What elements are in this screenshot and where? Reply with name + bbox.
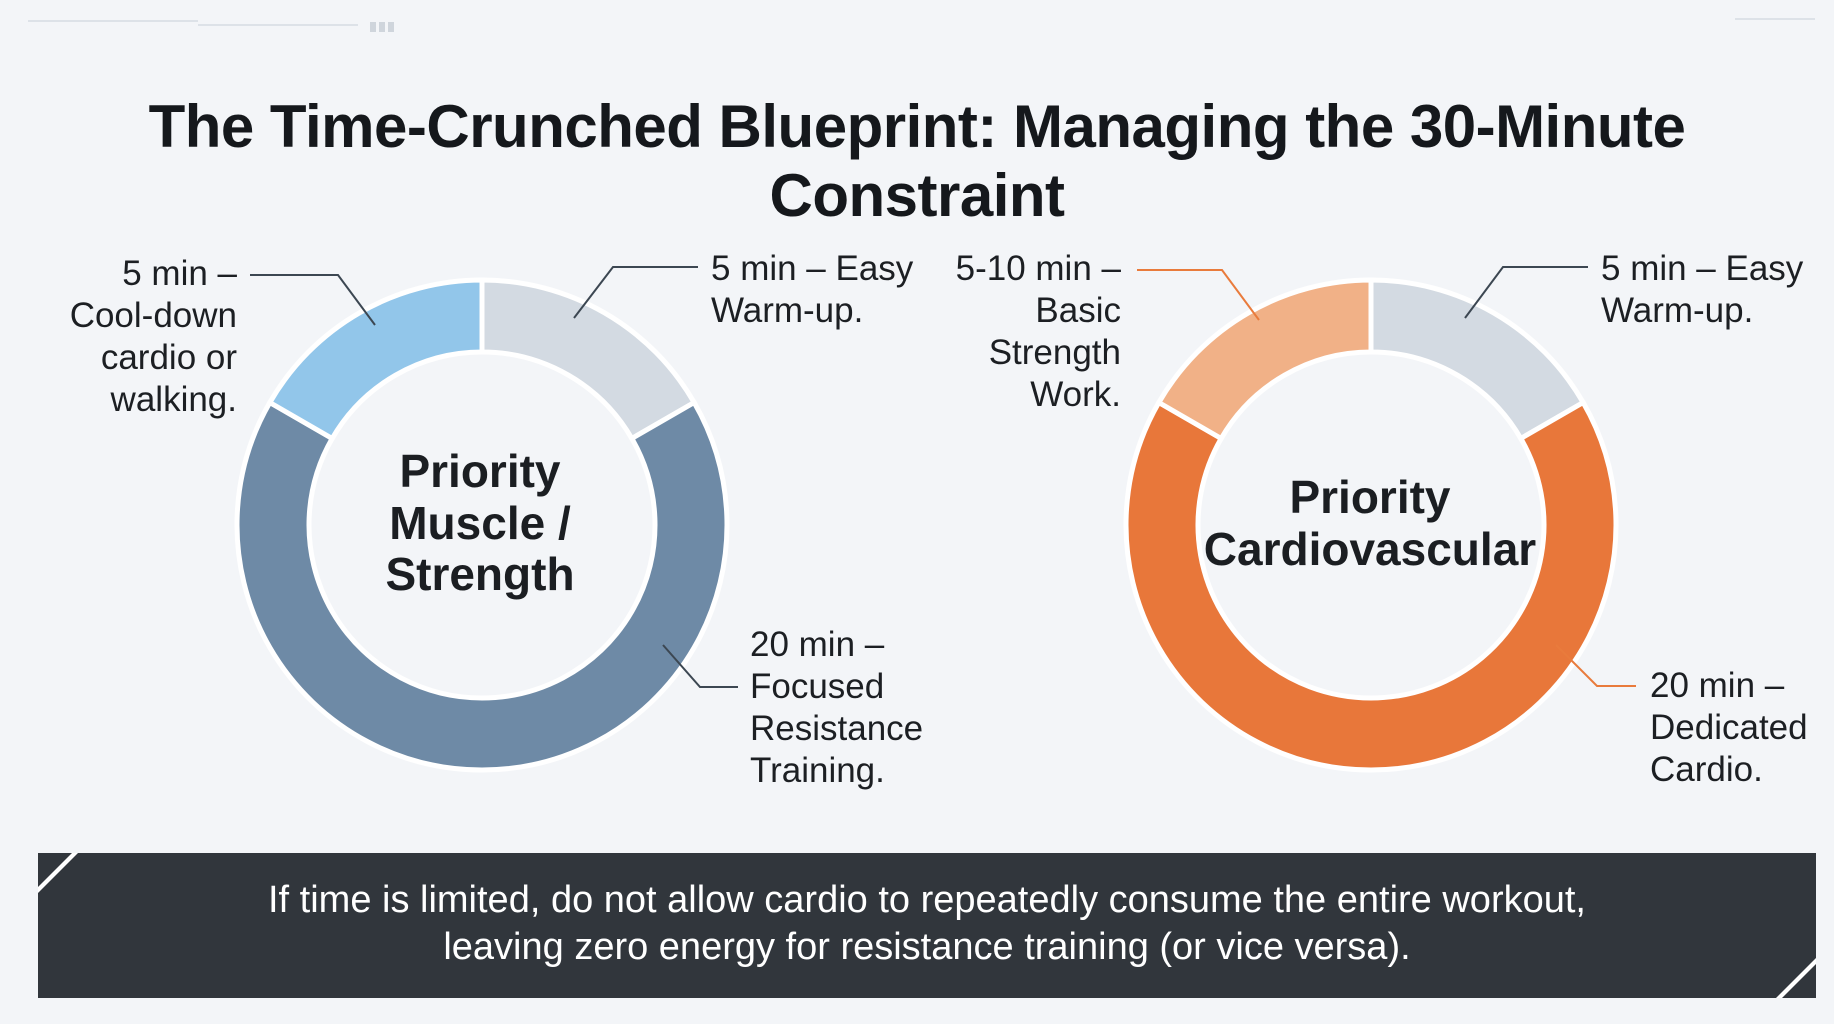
leader-line: [573, 266, 698, 319]
donut-slice: [1123, 399, 1619, 773]
center-label-line: Strength: [385, 548, 575, 601]
donut-slice: [1155, 277, 1374, 442]
center-label-line: Muscle /: [389, 496, 571, 549]
callout-line: Resistance: [750, 709, 924, 748]
leader-line: [1137, 269, 1260, 321]
top-deco-marks: [370, 19, 400, 32]
leader-line: [1464, 266, 1588, 319]
leader-line: [662, 644, 738, 688]
banner-corner-top-left: [38, 853, 78, 893]
callout-line: 5 min – Easy: [1601, 249, 1804, 288]
callout-cardio-dedicated: 20 min – Dedicated Cardio.: [1650, 665, 1808, 791]
leader-line: [1555, 644, 1636, 687]
donut-slice: [479, 277, 698, 442]
callout-line: Work.: [1030, 375, 1121, 414]
page-title: The Time-Crunched Blueprint: Managing th…: [148, 93, 1686, 229]
callout-cardio-warmup: 5 min – Easy Warm-up.: [1601, 248, 1803, 332]
callout-strength-cooldown: 5 min – Cool-down cardio or walking.: [70, 253, 237, 421]
center-label-line: Priority: [399, 445, 561, 497]
callout-strength-warmup: 5 min – Easy Warm-up.: [711, 248, 913, 332]
callout-cardio-strength: 5-10 min – Basic Strength Work.: [956, 248, 1121, 416]
callout-line: cardio or: [100, 338, 237, 377]
callout-line: Dedicated: [1650, 708, 1808, 747]
top-left-rule-2: [198, 24, 358, 26]
donut-slice: [234, 399, 730, 773]
banner-line-1: If time is limited, do not allow cardio …: [268, 879, 1586, 921]
center-label-strength: Priority Muscle / Strength: [330, 445, 630, 601]
donut-strength: [234, 277, 730, 773]
callout-line: 5 min – Easy: [711, 249, 914, 288]
advice-banner: If time is limited, do not allow cardio …: [38, 853, 1816, 998]
callout-line: Focused: [750, 667, 885, 706]
center-label-line: Priority: [1289, 471, 1451, 523]
center-label-line: Cardiovascular: [1203, 522, 1537, 575]
banner-line-2: leaving zero energy for resistance train…: [443, 926, 1411, 968]
callout-line: Warm-up.: [711, 291, 864, 330]
leader-lines: [250, 266, 1636, 688]
top-left-rule: [28, 20, 198, 22]
center-label-cardio: Priority Cardiovascular: [1180, 471, 1560, 575]
callout-line: Cool-down: [69, 296, 237, 335]
donut-slice: [266, 277, 485, 442]
callout-line: Strength: [988, 333, 1121, 372]
callout-line: Warm-up.: [1601, 291, 1754, 330]
top-right-rule: [1735, 18, 1815, 20]
callout-strength-resistance: 20 min – Focused Resistance Training.: [750, 624, 923, 792]
callout-line: Training.: [750, 751, 885, 790]
callout-line: Basic: [1035, 291, 1121, 330]
callout-line: 20 min –: [750, 625, 885, 664]
leader-line: [250, 274, 376, 326]
callout-line: 5 min –: [122, 254, 237, 293]
callout-line: 5-10 min –: [955, 249, 1121, 288]
callout-line: walking.: [110, 380, 237, 419]
donut-cardio: [1123, 277, 1619, 773]
callout-line: 20 min –: [1650, 666, 1785, 705]
banner-corner-bottom-right: [1776, 958, 1816, 998]
callout-line: Cardio.: [1650, 750, 1763, 789]
donut-slice: [1368, 277, 1587, 442]
